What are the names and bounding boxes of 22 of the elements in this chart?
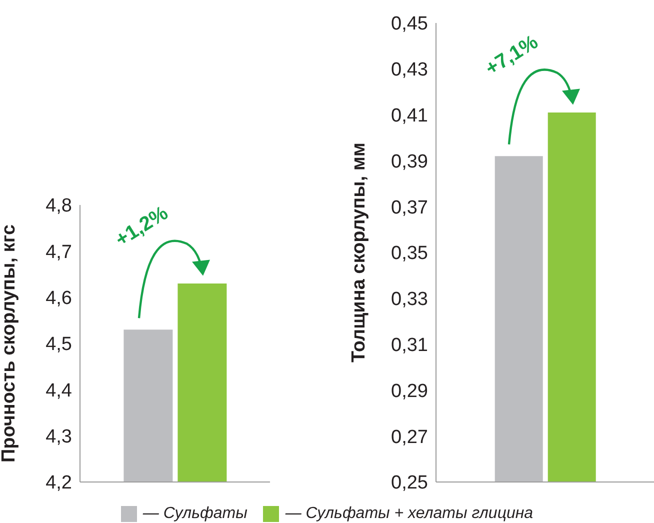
y-tick-label: 0,27 (391, 426, 428, 448)
y-tick-label: 0,37 (391, 197, 428, 218)
y-tick-label: 4,7 (46, 242, 72, 263)
y-tick-label: 0,33 (391, 289, 428, 310)
y-tick-label: 0,41 (391, 106, 428, 127)
y-tick-label: 4,2 (46, 472, 72, 494)
legend-label: — Сульфаты + хелаты глицина (285, 505, 534, 523)
y-tick-label: 0,29 (391, 380, 428, 402)
y-tick-label: 0,43 (391, 60, 428, 81)
y-tick-label: 4,3 (46, 426, 72, 448)
y-tick-label: 4,8 (46, 196, 72, 217)
y-tick-label: 4,4 (46, 380, 72, 402)
y-tick-label: 0,31 (391, 335, 428, 356)
y-tick-label: 0,35 (391, 243, 428, 264)
y-tick-label: 0,25 (391, 472, 428, 494)
y-tick-label: 0,45 (391, 14, 428, 35)
legend-label: — Сульфаты (142, 505, 248, 523)
y-tick-label: 4,5 (46, 334, 72, 356)
y-tick-label: 4,6 (46, 288, 72, 310)
y-axis-title: Прочность скорлупы, кгс (0, 224, 20, 463)
y-axis-title: Толщина скорлупы, мм (348, 142, 370, 362)
y-tick-label: 0,39 (391, 151, 428, 172)
